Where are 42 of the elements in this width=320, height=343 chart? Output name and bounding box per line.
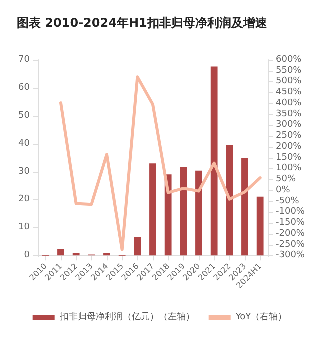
y2-tick-label: -300%: [276, 250, 306, 261]
y-tick-label: 30: [18, 166, 30, 177]
bar: [226, 146, 234, 256]
y-tick-label: 60: [18, 82, 30, 93]
bar: [58, 249, 64, 256]
line-series: [60, 76, 262, 252]
y2-tick-label: 450%: [276, 88, 302, 98]
bar: [72, 253, 80, 256]
chart-title: 图表 2010-2024年H1扣非归母净利润及增速: [17, 16, 268, 30]
legend-label: YoY（右轴）: [234, 312, 288, 322]
y2-tick-label: -100%: [276, 207, 306, 218]
y2-tick-label: -200%: [276, 228, 306, 239]
y2-tick-label: 500%: [276, 76, 302, 87]
y-tick-label: 40: [18, 138, 30, 149]
bar: [256, 196, 264, 256]
y2-tick-label: 100%: [276, 164, 302, 174]
bar: [210, 66, 218, 256]
bar: [134, 237, 142, 256]
y-tick-label: 20: [18, 194, 30, 205]
y2-tick-label: 150%: [276, 152, 302, 163]
bar: [196, 170, 202, 256]
y2-tick-label: -150%: [276, 218, 306, 228]
y-tick-label: 70: [18, 55, 30, 65]
legend-label: 扣非归母净利润（亿元）（左轴）: [58, 312, 195, 322]
y2-tick-label: -50%: [276, 196, 300, 206]
y2-tick-label: 250%: [276, 131, 302, 142]
y2-tick-label: 350%: [276, 109, 302, 120]
y-tick-label: 0: [24, 250, 30, 261]
bar: [242, 158, 248, 256]
y2-tick-label: 0%: [276, 185, 291, 196]
bar: [150, 164, 156, 256]
y2-tick-label: 600%: [276, 55, 302, 65]
y-tick-label: 50: [18, 110, 30, 121]
y2-tick-label: 50%: [276, 174, 296, 185]
y-tick-label: 10: [18, 222, 30, 233]
bar: [104, 253, 110, 256]
y2-tick-label: 200%: [276, 142, 302, 152]
y2-tick-label: 550%: [276, 66, 302, 76]
bar: [180, 167, 188, 256]
y2-tick-label: -250%: [276, 240, 306, 250]
y2-tick-label: 300%: [276, 120, 302, 130]
y2-tick-label: 400%: [276, 98, 302, 108]
